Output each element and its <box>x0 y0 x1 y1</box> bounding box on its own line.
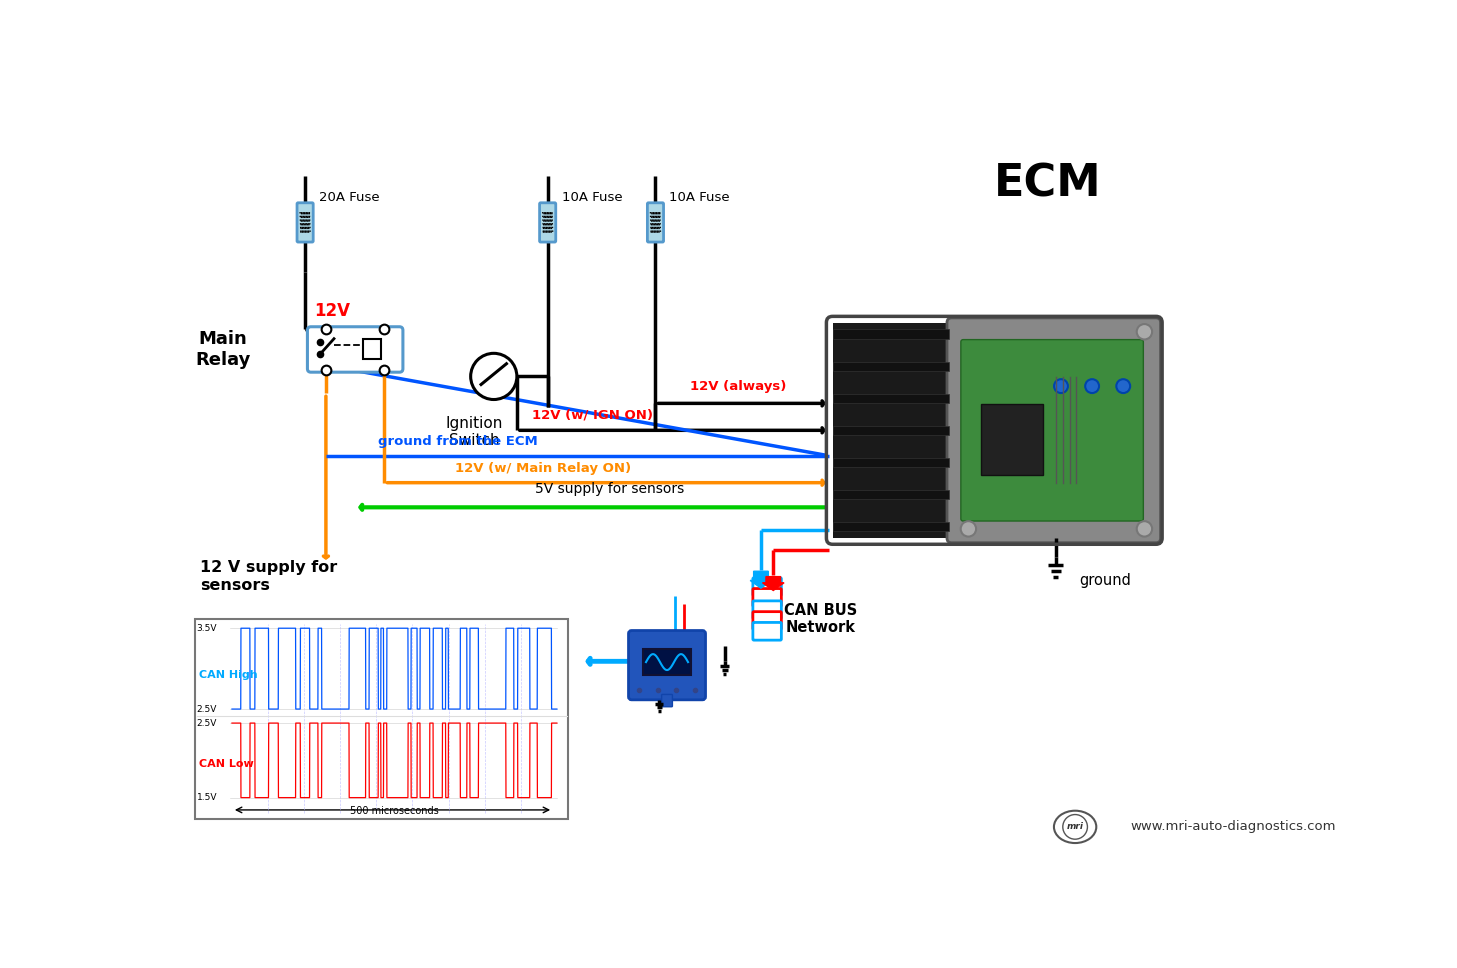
FancyBboxPatch shape <box>753 578 781 595</box>
Text: 2.5V: 2.5V <box>197 705 217 713</box>
Circle shape <box>471 353 517 400</box>
Bar <box>643 649 691 676</box>
Bar <box>832 394 949 403</box>
FancyBboxPatch shape <box>539 202 555 242</box>
Bar <box>363 340 382 359</box>
Text: 1.5V: 1.5V <box>197 793 217 802</box>
FancyBboxPatch shape <box>947 318 1161 543</box>
Text: 12V (always): 12V (always) <box>691 380 787 393</box>
Text: 2.5V: 2.5V <box>197 718 217 728</box>
FancyBboxPatch shape <box>661 694 673 707</box>
Circle shape <box>1053 379 1068 393</box>
Text: www.mri-auto-diagnostics.com: www.mri-auto-diagnostics.com <box>1131 820 1336 833</box>
Text: 20A Fuse: 20A Fuse <box>319 192 380 204</box>
Text: 10A Fuse: 10A Fuse <box>669 192 730 204</box>
Circle shape <box>1116 379 1131 393</box>
FancyBboxPatch shape <box>753 612 781 629</box>
Text: ground: ground <box>1080 573 1131 588</box>
FancyArrow shape <box>762 577 784 590</box>
Text: CAN Low: CAN Low <box>198 759 254 770</box>
Bar <box>832 522 949 531</box>
Bar <box>832 426 949 435</box>
FancyBboxPatch shape <box>628 630 705 700</box>
Text: 5V supply for sensors: 5V supply for sensors <box>535 482 683 497</box>
Text: 500 microseconds: 500 microseconds <box>350 806 439 816</box>
Text: ground from the ECM: ground from the ECM <box>379 435 538 448</box>
Text: CAN High: CAN High <box>198 670 258 680</box>
FancyBboxPatch shape <box>960 340 1144 521</box>
Bar <box>832 490 949 499</box>
Circle shape <box>960 521 976 536</box>
Circle shape <box>1062 814 1087 839</box>
FancyBboxPatch shape <box>647 202 663 242</box>
Text: mri: mri <box>1067 823 1084 832</box>
Text: 12V (w/ IGN ON): 12V (w/ IGN ON) <box>532 408 653 422</box>
Bar <box>832 361 949 371</box>
FancyBboxPatch shape <box>753 601 781 619</box>
Bar <box>195 619 568 819</box>
Text: ECM: ECM <box>994 163 1101 205</box>
Text: 3.5V: 3.5V <box>197 623 217 633</box>
Bar <box>832 329 949 339</box>
Bar <box>832 322 956 538</box>
Text: CAN BUS
Network: CAN BUS Network <box>784 603 858 635</box>
Text: Main
Relay: Main Relay <box>195 330 251 369</box>
Text: 10A Fuse: 10A Fuse <box>561 192 622 204</box>
FancyBboxPatch shape <box>753 589 781 606</box>
Text: 12V (w/ Main Relay ON): 12V (w/ Main Relay ON) <box>455 462 631 475</box>
Text: 12 V supply for
sensors: 12 V supply for sensors <box>200 560 337 592</box>
Circle shape <box>1136 324 1152 340</box>
Circle shape <box>1085 379 1099 393</box>
Circle shape <box>1136 521 1152 536</box>
FancyArrow shape <box>750 571 772 589</box>
Bar <box>981 404 1043 474</box>
Ellipse shape <box>1053 811 1096 843</box>
Bar <box>832 458 949 467</box>
FancyBboxPatch shape <box>307 327 404 372</box>
Bar <box>195 619 568 819</box>
FancyBboxPatch shape <box>753 622 781 640</box>
Text: 12V: 12V <box>315 302 350 319</box>
Text: Ignition
Switch: Ignition Switch <box>446 415 503 448</box>
FancyBboxPatch shape <box>297 202 313 242</box>
